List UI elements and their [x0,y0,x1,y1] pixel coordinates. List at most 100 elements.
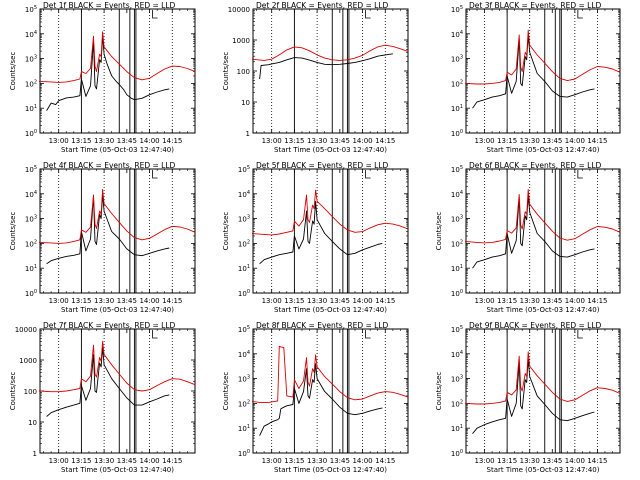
y-tick-label: 100 [451,449,463,458]
y-axis-label: Counts/sec [222,52,230,91]
y-tick-label: 100 [237,68,250,76]
y-tick-label: 101 [25,264,37,273]
x-tick-label: 13:00 [474,297,494,305]
x-tick-label: 14:15 [587,297,607,305]
panel-det-7: 1 10 100 1000 10000 13:00 13:15 13:30 13:45 14:00… [9,321,196,474]
x-axis-label: Start Time (05-Oct-03 12:47:40) [487,306,600,314]
x-axis-label: Start Time (05-Oct-03 12:47:40) [61,466,174,474]
plot-frame [252,168,409,294]
x-tick-label: 13:00 [262,457,282,465]
x-tick-label: 13:15 [497,457,517,465]
x-tick-label: 13:15 [284,297,304,305]
panel-title: Det 2f BLACK = Events, RED = LLD [256,1,389,10]
x-tick-label: 13:15 [71,137,91,145]
y-tick-label: 103 [25,215,37,224]
events-series-line [472,195,595,269]
x-tick-label: 14:15 [375,137,395,145]
lld-series-line [251,44,409,61]
y-tick-label: 10 [28,419,37,427]
events-series-line [472,358,595,434]
lld-series-line [251,345,409,403]
x-tick-label: 14:15 [162,457,182,465]
x-tick-label: 14:15 [162,137,182,145]
interval-marker [365,10,371,19]
y-tick-label: 102 [25,239,37,248]
x-tick-label: 13:15 [284,457,304,465]
plot-frame [465,328,621,454]
x-axis-label: Start Time (05-Oct-03 12:47:40) [487,146,600,154]
x-tick-label: 13:30 [94,297,114,305]
x-tick-label: 14:00 [565,137,585,145]
lld-series-line [464,351,621,405]
y-tick-label: 1000 [19,357,37,365]
events-series-line [259,53,393,80]
y-axis-label: Counts/sec [9,212,17,251]
y-tick-label: 102 [451,79,463,88]
y-tick-label: 100 [24,388,37,396]
y-tick-label: 1 [33,450,37,458]
x-tick-label: 14:15 [375,457,395,465]
x-tick-label: 14:00 [352,137,372,145]
y-tick-label: 104 [451,350,463,359]
x-tick-label: 13:15 [284,137,304,145]
y-tick-label: 104 [451,30,463,39]
y-axis-label: Counts/sec [435,212,443,251]
x-tick-label: 14:00 [352,457,372,465]
y-tick-label: 105 [25,165,37,174]
events-series-line [259,200,383,265]
y-tick-label: 102 [451,239,463,248]
plot-frame [465,8,621,134]
x-tick-label: 13:30 [520,457,540,465]
x-tick-label: 14:15 [375,297,395,305]
y-tick-label: 100 [451,129,463,138]
x-tick-label: 13:00 [262,297,282,305]
x-tick-label: 13:30 [94,137,114,145]
interval-marker [577,170,583,179]
panel-title: Det 1f BLACK = Events, RED = LLD [43,1,176,10]
x-tick-label: 13:00 [474,137,494,145]
y-tick-label: 104 [451,190,463,199]
events-series-line [46,35,170,111]
panel-title: Det 5f BLACK = Events, RED = LLD [256,161,389,170]
interval-marker [152,170,158,179]
lld-series-line [464,188,621,244]
events-series-line [46,347,170,417]
y-tick-label: 103 [238,375,250,384]
x-tick-label: 13:00 [262,137,282,145]
y-tick-label: 102 [451,399,463,408]
y-tick-label: 1 [246,130,250,138]
lld-series-line [464,29,621,85]
y-axis-label: Counts/sec [9,52,17,91]
panel-title: Det 8f BLACK = Events, RED = LLD [256,321,389,330]
y-tick-label: 105 [451,5,463,14]
x-tick-label: 13:15 [71,457,91,465]
y-tick-label: 105 [451,325,463,334]
plot-frame [252,328,409,454]
y-tick-label: 104 [238,190,250,199]
x-tick-label: 13:45 [330,457,350,465]
y-tick-label: 102 [238,239,250,248]
interval-marker [152,330,158,339]
y-tick-label: 104 [25,30,37,39]
x-tick-label: 14:00 [139,457,159,465]
y-axis-label: Counts/sec [222,372,230,411]
y-tick-label: 101 [238,264,250,273]
x-tick-label: 13:30 [307,137,327,145]
x-tick-label: 14:00 [139,297,159,305]
y-tick-label: 10000 [228,6,250,14]
plot-frame [39,168,196,294]
lld-series-line [251,189,409,236]
y-tick-label: 10 [241,99,250,107]
x-tick-label: 13:15 [497,297,517,305]
y-tick-label: 103 [451,215,463,224]
x-tick-label: 13:00 [49,457,69,465]
plot-frame [252,8,409,134]
x-tick-label: 13:30 [520,137,540,145]
y-tick-label: 102 [25,79,37,88]
y-tick-label: 105 [238,325,250,334]
